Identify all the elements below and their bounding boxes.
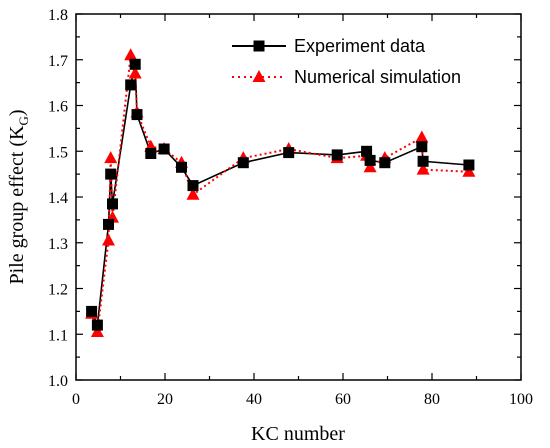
y-tick-label: 1.1: [48, 327, 68, 344]
series-lines: [90, 54, 469, 333]
data-point-simulation: [102, 233, 115, 246]
data-point-experiment: [131, 109, 143, 121]
x-tick-labels: 0 20 40 60 80 100: [72, 391, 533, 408]
data-point-simulation: [104, 151, 118, 164]
x-tick-label: 60: [335, 391, 351, 408]
data-point-simulation: [363, 160, 377, 173]
y-tick-label: 1.5: [48, 144, 68, 161]
data-point-experiment: [187, 180, 199, 192]
legend: Experiment data Numerical simulation: [232, 36, 461, 87]
y-tick-label: 1.7: [48, 53, 68, 70]
data-point-simulation: [124, 48, 138, 61]
legend-label-experiment: Experiment data: [294, 36, 426, 56]
data-point-experiment: [361, 145, 373, 157]
legend-label-simulation: Numerical simulation: [294, 67, 461, 87]
data-point-experiment: [158, 143, 170, 155]
data-point-simulation: [90, 325, 104, 337]
y-axis-title: Pile group effect (KG): [6, 109, 31, 284]
data-point-experiment: [105, 168, 117, 180]
data-point-experiment: [417, 155, 429, 167]
y-tick-label: 1.0: [48, 373, 68, 390]
data-point-experiment: [364, 154, 376, 166]
x-tick-label: 20: [157, 391, 173, 408]
data-point-experiment: [145, 148, 157, 159]
data-point-simulation: [186, 187, 200, 200]
y-tick-label: 1.4: [48, 190, 68, 207]
data-point-experiment: [125, 79, 137, 91]
data-point-experiment: [86, 305, 98, 317]
legend-marker-experiment: [253, 40, 265, 52]
data-point-experiment: [129, 58, 141, 70]
y-axis-title-subscript: G: [16, 116, 31, 125]
series-line-0: [90, 64, 469, 329]
data-point-experiment: [91, 319, 103, 331]
data-point-simulation: [128, 66, 142, 79]
series-markers: [85, 48, 476, 337]
data-point-experiment: [176, 161, 187, 173]
data-point-experiment: [103, 218, 114, 230]
series-line-1: [90, 54, 469, 333]
legend-marker-simulation: [252, 70, 266, 82]
y-tick-label: 1.2: [48, 282, 68, 299]
y-tick-labels: 1.0 1.1 1.2 1.3 1.4 1.5 1.6 1.7 1.8: [48, 7, 68, 390]
x-axis-title: KC number: [251, 423, 345, 445]
data-point-experiment: [331, 149, 343, 161]
data-point-simulation: [416, 162, 430, 175]
x-tick-label: 100: [509, 391, 533, 408]
y-axis-title-main: Pile group effect (K: [6, 125, 28, 285]
data-point-experiment: [463, 159, 475, 171]
data-point-experiment: [379, 157, 391, 169]
y-tick-label: 1.8: [48, 7, 68, 24]
axis-ticks: [75, 13, 522, 381]
y-tick-label: 1.6: [48, 99, 68, 116]
data-point-simulation: [415, 130, 429, 143]
x-tick-label: 0: [72, 391, 80, 408]
y-tick-label: 1.3: [48, 236, 68, 253]
data-point-simulation: [462, 164, 476, 177]
x-tick-label: 80: [424, 391, 440, 408]
data-point-experiment: [416, 141, 428, 153]
data-point-experiment: [283, 147, 295, 159]
y-axis-title-close: ): [6, 109, 28, 116]
data-point-experiment: [237, 157, 249, 169]
data-point-experiment: [107, 198, 118, 210]
x-tick-label: 40: [246, 391, 262, 408]
